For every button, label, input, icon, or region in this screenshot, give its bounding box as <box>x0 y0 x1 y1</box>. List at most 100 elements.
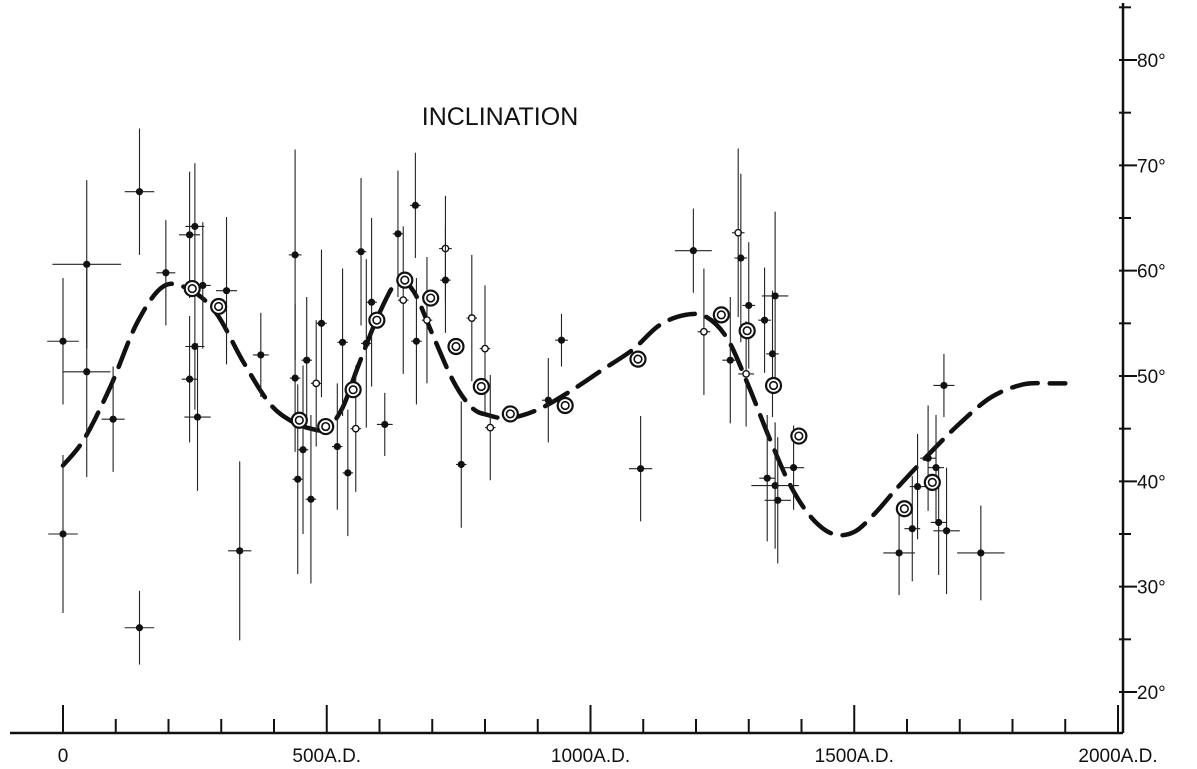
data-point <box>674 208 712 293</box>
data-point <box>751 422 799 549</box>
data-point <box>957 505 1005 601</box>
filled-point-marker <box>457 460 465 469</box>
filled-point-marker <box>768 350 777 358</box>
filled-point-marker <box>774 496 782 504</box>
data-point <box>124 590 155 665</box>
mean-point-outer-ring <box>738 322 756 340</box>
mean-point <box>396 271 414 289</box>
mean-point <box>472 377 490 396</box>
mean-point-inner-ring <box>451 341 461 352</box>
x-tick-label: 2000A.D. <box>1078 746 1157 767</box>
mean-point <box>210 297 228 316</box>
filled-point-marker <box>135 624 144 632</box>
mean-point-inner-ring <box>927 477 937 487</box>
data-point <box>101 366 125 472</box>
data-point <box>759 414 776 542</box>
data-point <box>305 414 317 584</box>
mean-point <box>790 427 808 445</box>
filled-point-marker <box>737 254 745 262</box>
data-point <box>766 290 779 418</box>
data-point <box>184 343 211 491</box>
data-point <box>421 256 433 384</box>
data-point <box>697 268 711 395</box>
open-point-marker <box>423 316 431 325</box>
data-point <box>310 320 322 447</box>
axes-layer <box>10 3 1125 735</box>
filled-point-marker <box>222 287 231 295</box>
mean-point <box>290 411 308 429</box>
filled-point-marker <box>257 351 265 359</box>
mean-point <box>447 337 465 356</box>
filled-point-marker <box>109 415 117 423</box>
x-tick-label: 500A.D. <box>292 746 361 767</box>
filled-point-marker <box>307 495 315 503</box>
filled-point-marker <box>191 222 199 231</box>
mean-point-outer-ring <box>764 376 783 395</box>
y-tick-label: 60° <box>1137 262 1166 283</box>
data-point <box>252 312 269 398</box>
mean-point-inner-ring <box>768 380 779 391</box>
mean-point-inner-ring <box>742 326 752 336</box>
filled-point-marker <box>191 342 199 351</box>
x-tick-label: 1000A.D. <box>551 746 630 767</box>
filled-point-marker <box>411 201 419 209</box>
open-point-marker <box>312 379 321 388</box>
data-point <box>63 266 111 478</box>
filled-point-marker <box>186 375 194 383</box>
mean-point-inner-ring <box>633 354 643 364</box>
mean-point-inner-ring <box>426 293 436 303</box>
data-point <box>185 163 205 290</box>
filled-point-marker <box>199 281 207 290</box>
mean-point-outer-ring <box>317 417 335 436</box>
filled-point-marker <box>689 247 697 255</box>
mean-point <box>764 376 783 395</box>
data-point <box>761 211 789 381</box>
x-tick-label: 1500A.D. <box>815 746 894 767</box>
filled-point-marker <box>236 547 244 555</box>
mean-point-outer-ring <box>183 279 201 298</box>
filled-point-marker <box>338 338 347 346</box>
filled-point-marker <box>745 301 753 310</box>
data-point <box>289 304 301 452</box>
mean-point-inner-ring <box>560 400 570 411</box>
mean-point-inner-ring <box>716 310 726 320</box>
data-point <box>366 218 377 387</box>
mean-point <box>712 306 730 324</box>
data-point <box>909 433 926 540</box>
mean-point-outer-ring <box>790 427 808 445</box>
filled-point-marker <box>394 230 402 238</box>
mean-point <box>556 396 574 415</box>
chart-title: INCLINATION <box>422 103 579 131</box>
data-point <box>410 152 421 259</box>
data-point <box>297 365 309 534</box>
data-point <box>316 249 327 398</box>
filled-point-marker <box>441 276 450 284</box>
mean-point <box>629 350 647 368</box>
mean-point-outer-ring <box>895 500 913 518</box>
data-point <box>485 374 496 481</box>
mean-point-inner-ring <box>400 275 410 285</box>
y-tick-label: 20° <box>1137 683 1166 704</box>
open-point-marker <box>351 424 360 433</box>
data-point <box>928 414 944 521</box>
filled-point-marker <box>362 339 370 347</box>
data-point <box>734 173 748 343</box>
filled-point-marker <box>942 527 951 535</box>
filled-point-marker <box>135 188 144 196</box>
mean-point <box>344 381 362 399</box>
data-point <box>332 383 343 510</box>
observations-layer <box>47 128 1005 665</box>
filled-point-marker <box>913 483 922 491</box>
filled-point-marker <box>299 446 307 454</box>
filled-point-marker <box>977 549 985 557</box>
y-tick-label: 40° <box>1137 472 1166 493</box>
filled-point-marker <box>186 231 194 239</box>
mean-point <box>183 279 201 298</box>
filled-point-marker <box>544 396 552 404</box>
filled-point-marker <box>344 469 352 477</box>
mean-point-inner-ring <box>294 415 304 425</box>
open-point-marker <box>481 344 489 353</box>
filled-point-marker <box>924 454 932 462</box>
filled-point-marker <box>59 337 67 345</box>
mean-point <box>368 311 386 329</box>
